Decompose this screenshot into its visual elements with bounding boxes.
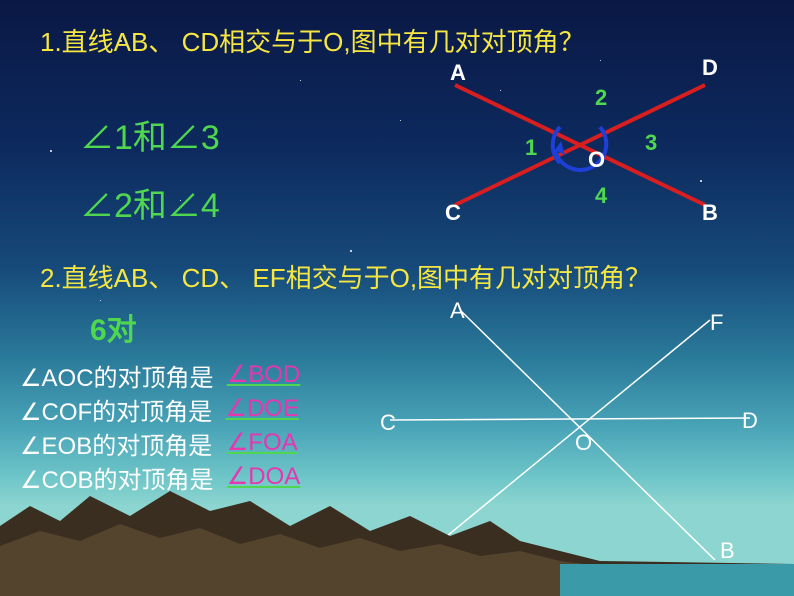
answer-line-1: ∠AOC的对顶角是∠BOD bbox=[20, 358, 314, 393]
line-answer: ∠DOE bbox=[212, 394, 312, 423]
svg-text:D: D bbox=[742, 408, 758, 433]
svg-text:B: B bbox=[702, 200, 718, 225]
svg-text:O: O bbox=[588, 147, 605, 172]
mountains bbox=[0, 456, 794, 596]
svg-text:2: 2 bbox=[595, 85, 607, 110]
line-label: ∠AOC的对顶角是 bbox=[20, 365, 214, 392]
answer-line-2: ∠COF的对顶角是∠DOE bbox=[20, 392, 312, 427]
svg-text:C: C bbox=[445, 200, 461, 225]
svg-text:O: O bbox=[575, 430, 592, 455]
svg-text:A: A bbox=[450, 300, 465, 323]
line-answer: ∠BOD bbox=[214, 360, 314, 389]
answer-1-2: ∠2和∠4 bbox=[80, 178, 220, 227]
question-2: 2.直线AB、 CD、 EF相交与于O,图中有几对对顶角？ bbox=[40, 258, 651, 295]
line-label: ∠COF的对顶角是 bbox=[20, 399, 212, 426]
svg-text:1: 1 bbox=[525, 135, 537, 160]
diagram-1: A D C B O 1 2 3 4 bbox=[430, 55, 730, 235]
svg-text:4: 4 bbox=[595, 183, 608, 208]
svg-text:D: D bbox=[702, 55, 718, 80]
question-1: 1.直线AB、 CD相交与于O,图中有几对对顶角？ bbox=[40, 22, 585, 59]
answer-1-1: ∠1和∠3 bbox=[80, 110, 220, 159]
line-answer: ∠FOA bbox=[212, 428, 312, 457]
svg-text:F: F bbox=[710, 310, 723, 335]
svg-text:C: C bbox=[380, 410, 396, 435]
svg-text:3: 3 bbox=[645, 130, 657, 155]
answer-2-count: 6对 bbox=[90, 305, 137, 349]
svg-text:A: A bbox=[450, 60, 466, 85]
